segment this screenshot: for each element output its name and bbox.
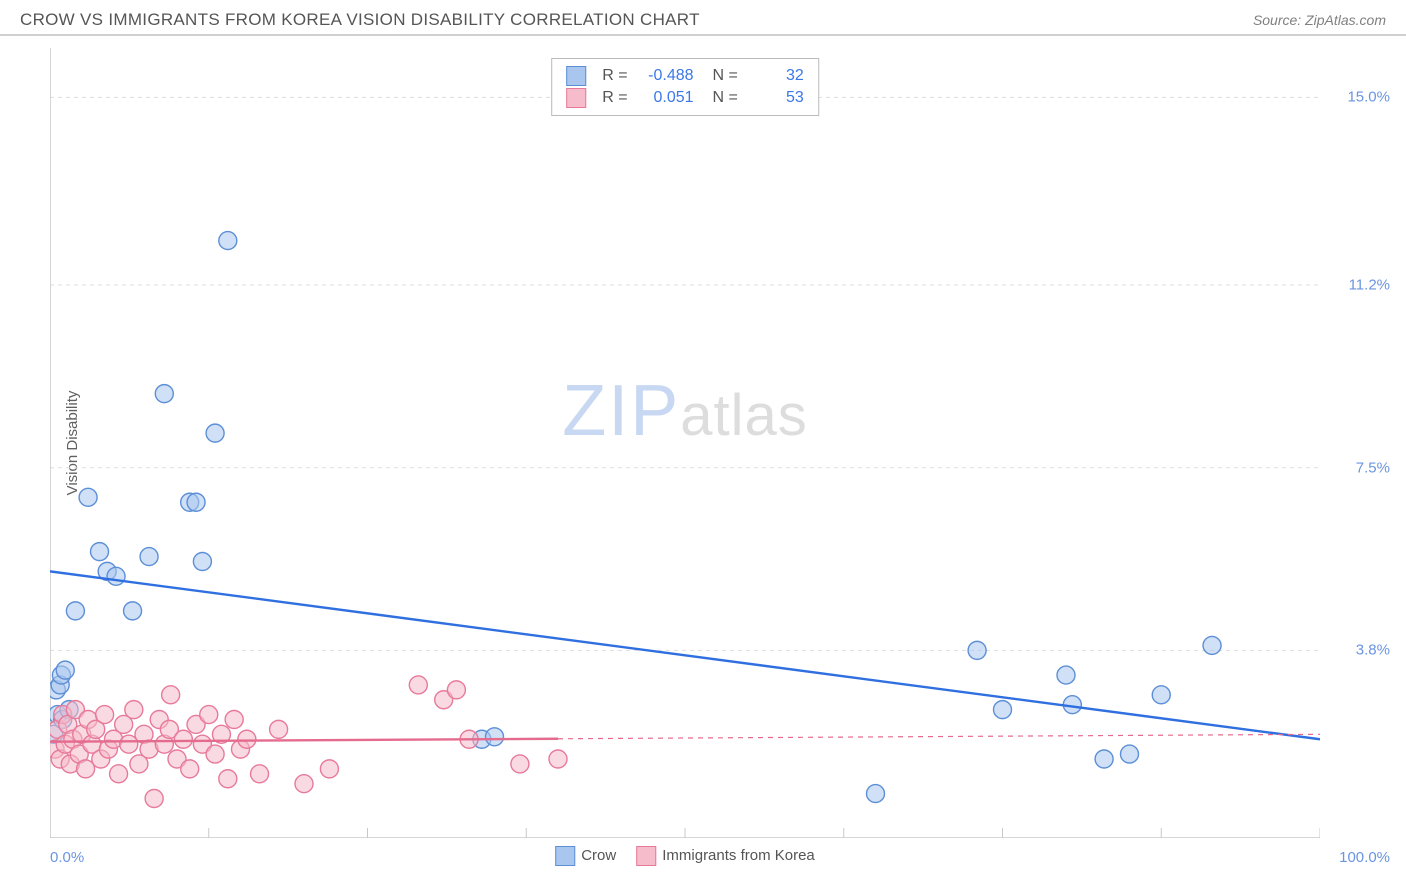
y-tick-label: 3.8% xyxy=(1356,642,1390,659)
legend-item-korea: Immigrants from Korea xyxy=(636,846,815,866)
legend-row-crow: R = -0.488 N = 32 xyxy=(566,65,804,87)
chart-title: CROW VS IMMIGRANTS FROM KOREA VISION DIS… xyxy=(20,10,700,30)
y-tick-label: 15.0% xyxy=(1347,89,1390,106)
y-tick-label: 11.2% xyxy=(1349,277,1390,294)
chart-header: CROW VS IMMIGRANTS FROM KOREA VISION DIS… xyxy=(0,0,1406,36)
chart-area: Vision Disability ZIPatlas R = -0.488 N … xyxy=(50,48,1320,838)
legend-swatch-korea xyxy=(566,88,586,108)
x-tick-min: 0.0% xyxy=(50,849,84,866)
x-tick-max: 100.0% xyxy=(1339,849,1390,866)
series-legend: Crow Immigrants from Korea xyxy=(555,846,815,866)
legend-item-crow: Crow xyxy=(555,846,616,866)
scatter-plot xyxy=(50,48,1320,838)
legend-swatch-crow xyxy=(566,66,586,86)
legend-swatch-icon xyxy=(636,846,656,866)
y-tick-label: 7.5% xyxy=(1356,459,1390,476)
correlation-legend: R = -0.488 N = 32 R = 0.051 N = 53 xyxy=(551,58,819,116)
legend-swatch-icon xyxy=(555,846,575,866)
legend-row-korea: R = 0.051 N = 53 xyxy=(566,87,804,109)
chart-source: Source: ZipAtlas.com xyxy=(1253,12,1386,28)
